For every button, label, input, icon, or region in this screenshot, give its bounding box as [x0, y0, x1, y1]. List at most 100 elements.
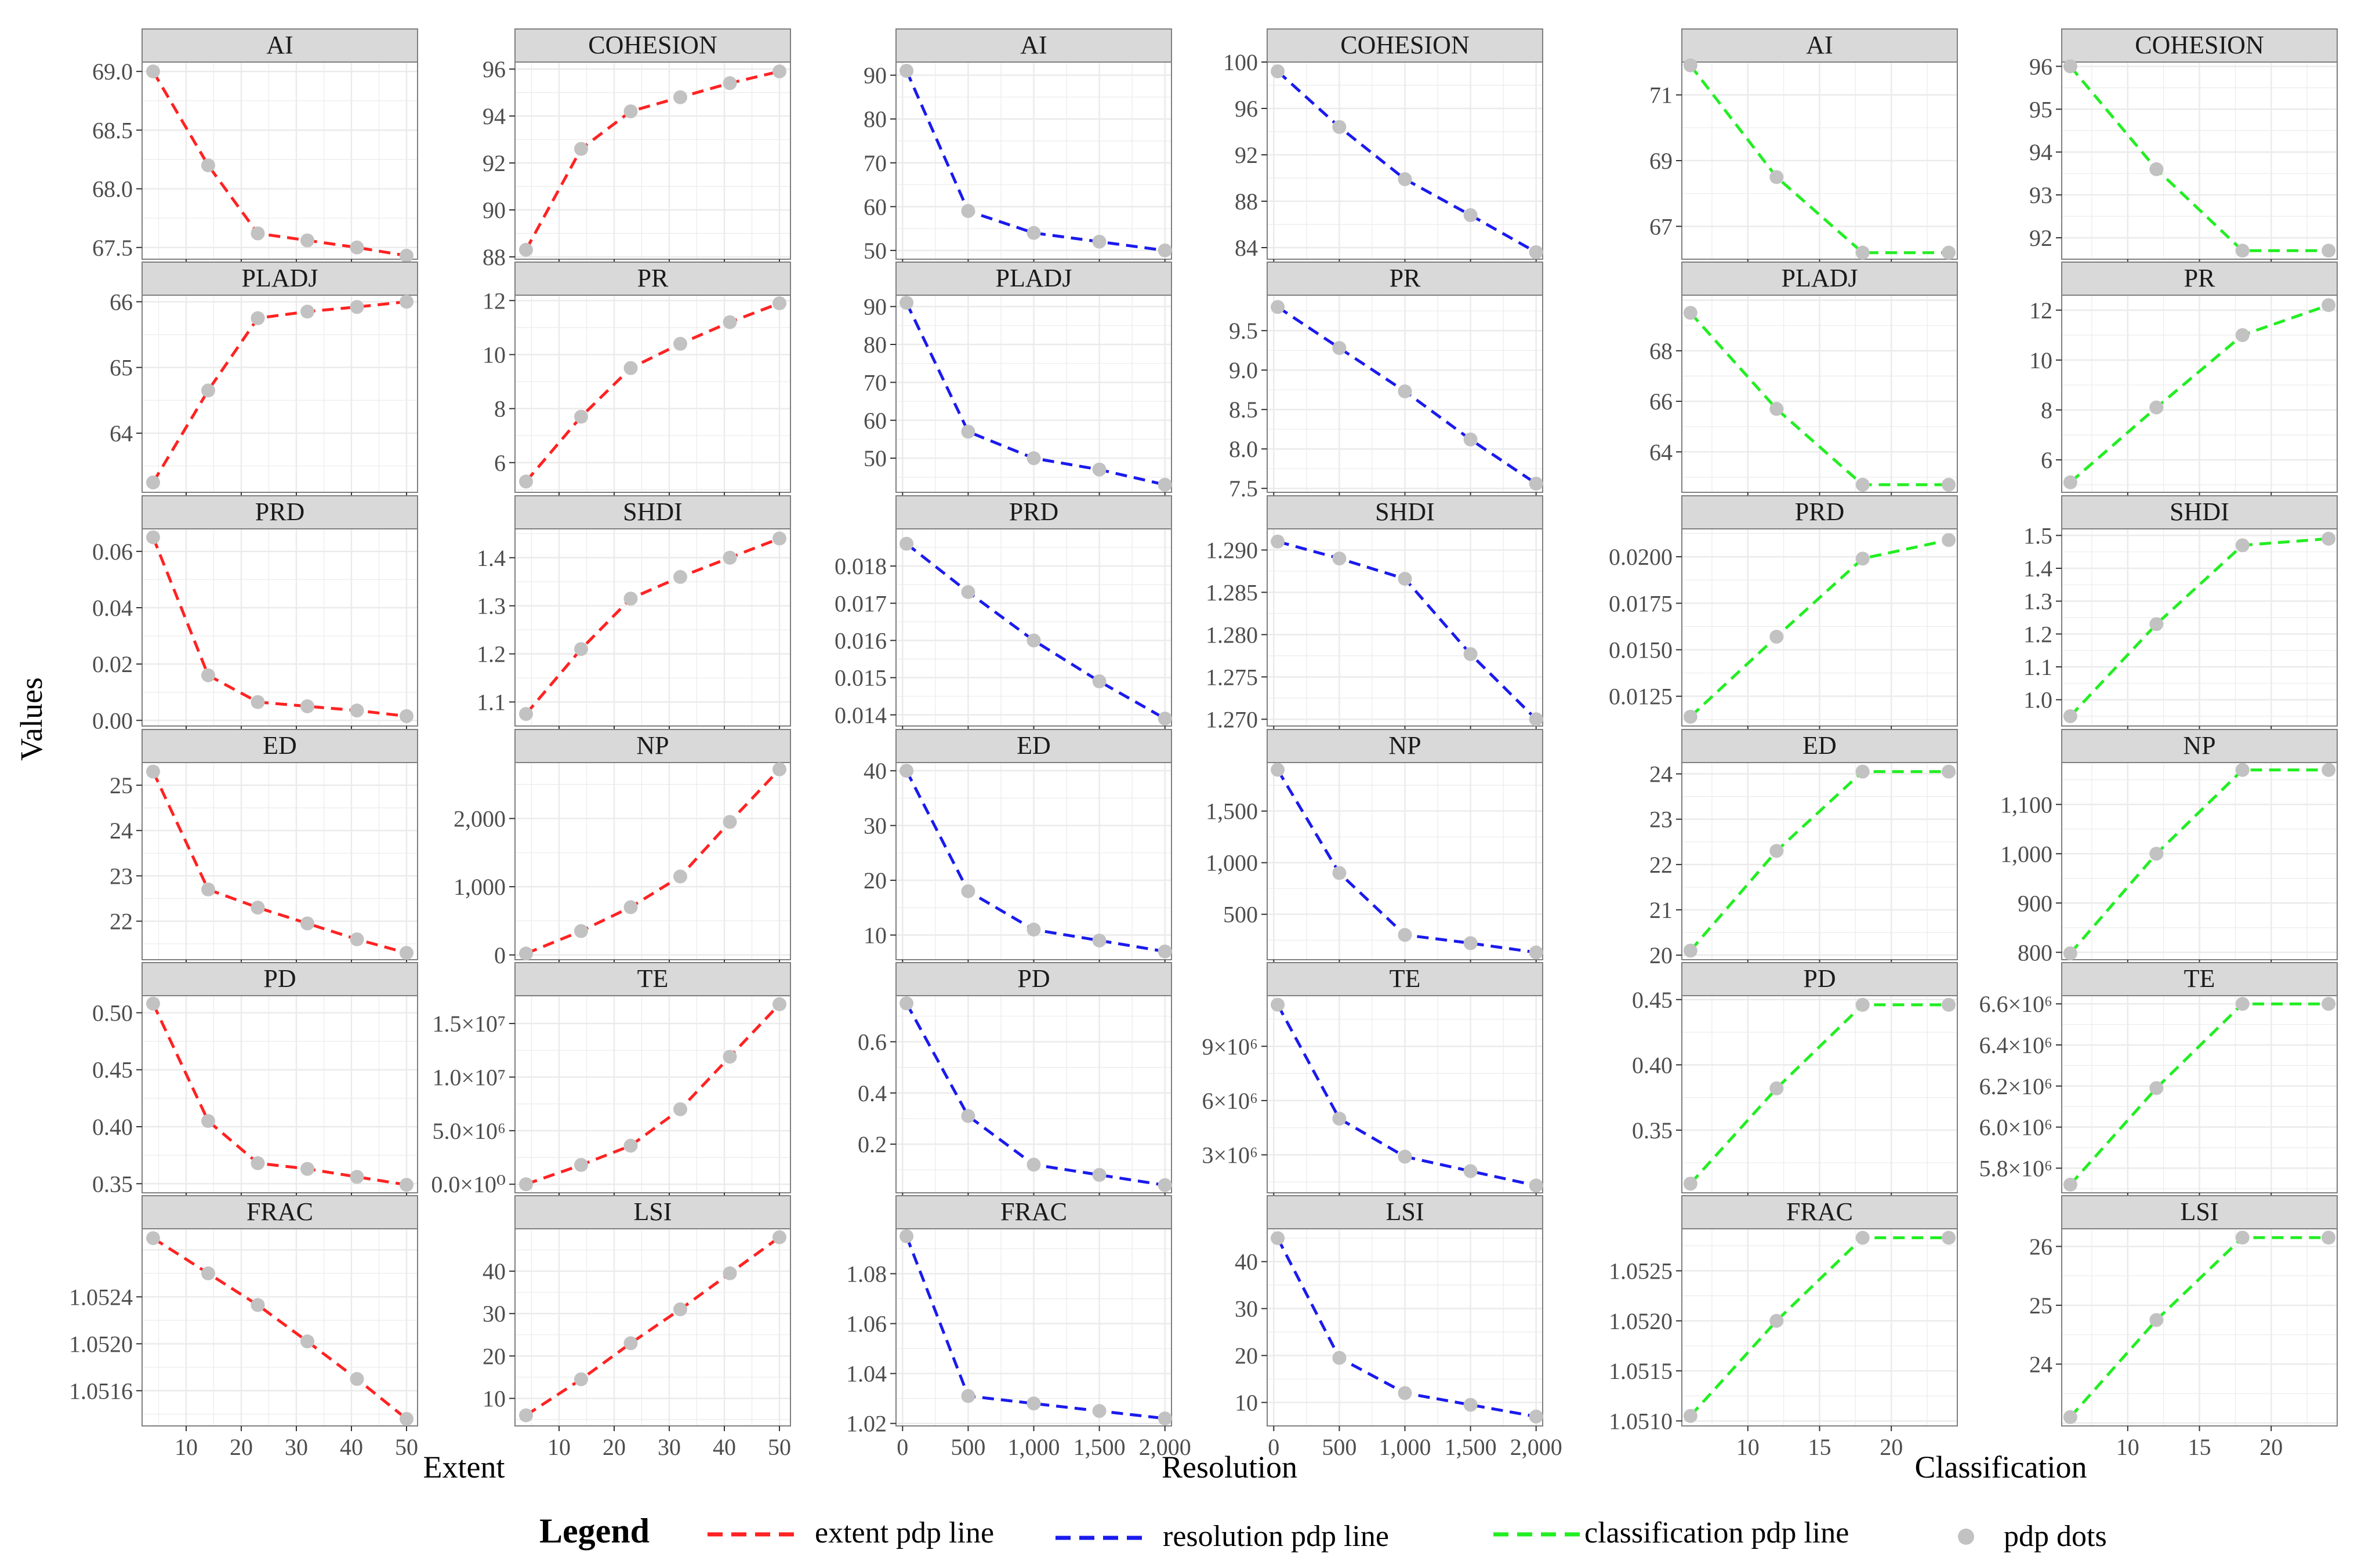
ytick-label-resolution-pr: 8.5	[1229, 397, 1258, 423]
panel-resolution-cohesion: COHESION 84 88 92 96 100	[1223, 28, 1543, 264]
ytick-label-classification-cohesion: 92	[2029, 225, 2052, 251]
strip-label-classification-prd: PRD	[1795, 498, 1845, 526]
xtick-label-extent-lsi: 10	[547, 1434, 571, 1460]
plot-bg-extent-pladj	[142, 295, 418, 492]
ytick-label-classification-ai: 67	[1649, 213, 1673, 239]
strip-label-extent-pr: PR	[637, 264, 669, 292]
ytick-label-extent-pr: 10	[483, 342, 506, 368]
pdp-dot-resolution-ed	[899, 764, 914, 778]
pdp-dot-extent-te	[623, 1138, 638, 1153]
ytick-label-resolution-prd: 0.017	[835, 590, 887, 616]
strip-resolution-ed	[895, 729, 1172, 763]
plot-bg-extent-pr	[515, 295, 790, 492]
xtick-label-resolution-lsi: 1,000	[1379, 1434, 1431, 1460]
strip-label-resolution-ed: ED	[1017, 731, 1051, 760]
pdp-dot-classification-pladj	[1942, 477, 1956, 492]
ytick-label-resolution-ed: 20	[864, 868, 887, 894]
ytick-label-resolution-cohesion: 100	[1223, 49, 1258, 75]
ytick-label-classification-pr: 10	[2029, 347, 2052, 373]
ytick-label-extent-prd: 0.06	[92, 539, 133, 565]
pdp-line-classification-pd	[1689, 1003, 1949, 1185]
pdp-line-extent-ed	[151, 771, 407, 954]
pdp-dot-extent-pladj	[146, 476, 160, 489]
pdp-dot-extent-lsi	[673, 1302, 687, 1316]
pdp-dot-classification-frac	[1942, 1231, 1956, 1245]
ytick-label-extent-cohesion: 96	[483, 56, 506, 82]
strip-label-resolution-np: NP	[1388, 731, 1421, 760]
panel-border-extent-cohesion	[514, 61, 791, 260]
group-label-classification: Classification	[1915, 1450, 2087, 1484]
panel-extent-te: TE 0.0×10⁰ 5.0×10⁶ 1.0×10⁷ 1.5×10⁷	[431, 962, 791, 1198]
ytick-label-classification-ed: 23	[1649, 807, 1673, 833]
pdp-dot-resolution-ai	[1027, 226, 1041, 240]
ytick-label-extent-te: 5.0×10⁶	[432, 1118, 506, 1144]
panel-border-extent-ai	[142, 61, 418, 260]
pdp-dot-classification-ed	[1942, 764, 1956, 779]
pdp-dot-extent-np	[772, 762, 786, 776]
pdp-dot-extent-pladj	[251, 311, 265, 325]
pdp-line-extent-ai	[151, 70, 407, 257]
ytick-label-resolution-cohesion: 84	[1235, 235, 1258, 261]
pdp-dot-resolution-pr	[1271, 300, 1285, 314]
pdp-dot-resolution-shdi	[1463, 647, 1478, 661]
strip-extent-ed	[142, 729, 418, 763]
pdp-dot-extent-ai	[300, 233, 314, 248]
pdp-dot-extent-cohesion	[623, 104, 638, 118]
strip-label-extent-lsi: LSI	[634, 1197, 672, 1226]
ytick-label-resolution-shdi: 1.290	[1206, 537, 1258, 563]
pdp-dot-resolution-ed	[1158, 944, 1172, 959]
ytick-label-classification-pd: 0.35	[1632, 1117, 1673, 1144]
strip-label-classification-lsi: LSI	[2181, 1197, 2219, 1226]
strip-label-resolution-frac: FRAC	[1000, 1197, 1067, 1226]
pdp-dot-classification-frac	[1769, 1313, 1784, 1328]
ytick-label-resolution-np: 1,500	[1206, 798, 1258, 825]
pdp-dot-resolution-te	[1271, 997, 1285, 1012]
pdp-dot-resolution-pladj	[1158, 477, 1172, 492]
ytick-label-extent-frac: 1.0516	[69, 1378, 133, 1404]
strip-label-extent-ai: AI	[266, 31, 293, 59]
pdp-dot-classification-cohesion	[2235, 244, 2250, 258]
legend-title: Legend	[539, 1512, 650, 1550]
strip-extent-cohesion	[514, 28, 791, 63]
pdp-line-extent-cohesion	[524, 70, 780, 251]
pdp-dot-extent-np	[574, 924, 588, 938]
ytick-label-classification-np: 800	[2018, 939, 2052, 966]
pdp-line-classification-cohesion	[2069, 65, 2329, 252]
plot-bg-extent-pd	[142, 996, 418, 1193]
pdp-dot-extent-pladj	[300, 304, 314, 319]
pdp-dot-resolution-pladj	[961, 424, 975, 439]
pdp-dot-classification-te	[2322, 997, 2336, 1011]
strip-classification-te	[2061, 962, 2338, 996]
pdp-line-classification-frac	[1689, 1236, 1949, 1417]
ytick-label-resolution-pladj: 70	[864, 369, 887, 395]
pdp-dot-resolution-frac	[961, 1389, 975, 1403]
ytick-label-classification-pr: 8	[2041, 397, 2052, 423]
pdp-dot-classification-lsi	[2235, 1231, 2250, 1245]
panel-classification-pd: PD 0.35 0.40 0.45	[1632, 962, 1958, 1198]
panel-resolution-pladj: PLADJ 50 60 70 80 90	[864, 262, 1172, 498]
pdp-dot-resolution-pd	[961, 1109, 975, 1123]
pdp-dot-extent-pd	[201, 1114, 215, 1128]
pdp-dot-resolution-pladj	[1092, 462, 1107, 477]
panel-classification-shdi: SHDI 1.0 1.1 1.2 1.3 1.4 1.5	[2023, 495, 2338, 731]
pdp-dot-extent-ai	[201, 158, 215, 173]
ytick-label-extent-pd: 0.45	[92, 1057, 133, 1083]
ytick-label-extent-prd: 0.00	[92, 707, 133, 734]
pdp-dot-extent-prd	[400, 709, 414, 723]
pdp-dot-extent-shdi	[772, 531, 786, 546]
ytick-label-extent-ed: 24	[110, 818, 133, 844]
pdp-dot-classification-cohesion	[2149, 162, 2164, 176]
pdp-dot-resolution-te	[1398, 1149, 1412, 1164]
panel-resolution-ai: AI 50 60 70 80 90	[864, 28, 1172, 264]
ytick-label-extent-lsi: 10	[483, 1385, 506, 1411]
pdp-line-classification-lsi	[2069, 1236, 2329, 1418]
strip-classification-prd	[1681, 495, 1958, 529]
pdp-line-classification-prd	[1689, 538, 1949, 718]
ytick-label-classification-te: 6.0×10⁶	[1979, 1115, 2052, 1141]
pdp-dot-resolution-pd	[1027, 1157, 1041, 1172]
ytick-label-classification-np: 1,000	[2000, 841, 2052, 867]
ytick-label-resolution-prd: 0.016	[835, 627, 887, 654]
xtick-label-resolution-frac: 1,000	[1008, 1434, 1060, 1460]
pdp-dot-resolution-prd	[899, 536, 914, 551]
panel-classification-lsi: LSI 24 25 26 10 15 20	[2029, 1195, 2338, 1460]
